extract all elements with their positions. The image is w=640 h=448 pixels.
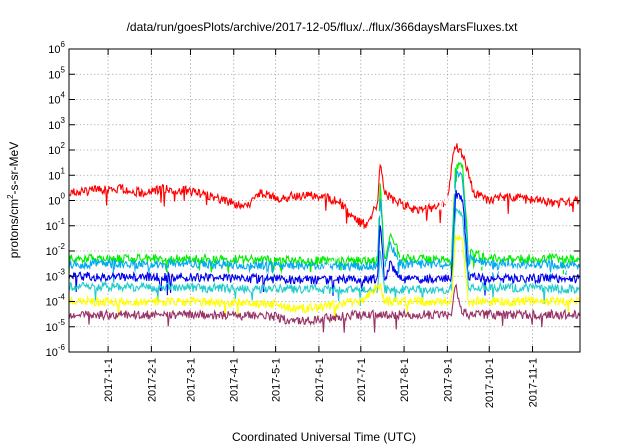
y-tick-label-base: 10 (48, 95, 60, 107)
y-tick-label-exponent: 4 (61, 91, 66, 100)
y-tick-label: 101 (48, 166, 65, 182)
y-tick-label-base: 10 (46, 347, 58, 359)
y-tick-label: 10-3 (46, 267, 66, 283)
y-tick-label: 102 (48, 141, 65, 157)
y-tick-label-base: 10 (46, 271, 58, 283)
y-tick-label: 105 (48, 65, 65, 81)
x-axis-label: Coordinated Universal Time (UTC) (232, 430, 416, 444)
y-tick-label-exponent: 6 (61, 40, 66, 49)
y-tick-label-exponent: -5 (58, 318, 66, 327)
series-line (68, 169, 580, 283)
x-tick-label: 2017-2-1 (146, 358, 158, 402)
series-line (68, 143, 580, 230)
y-tick-label-base: 10 (46, 221, 58, 233)
y-tick-label: 10-4 (46, 293, 66, 309)
y-tick-label-exponent: -4 (58, 293, 66, 302)
y-tick-label: 10-1 (46, 217, 66, 233)
y-tick-label-base: 10 (48, 120, 60, 132)
y-tick-label-base: 10 (48, 145, 60, 157)
chart-title: /data/run/goesPlots/archive/2017-12-05/f… (127, 20, 519, 34)
x-tick-label: 2017-3-1 (185, 358, 197, 402)
x-tick-label: 2017-4-1 (229, 358, 241, 402)
y-tick-label-exponent: -3 (58, 267, 66, 276)
series-line (68, 234, 580, 322)
y-tick-label-base: 10 (48, 196, 60, 208)
y-axis-label: protons/cm2-s-sr-MeV (6, 142, 21, 258)
y-tick-label-base: 10 (46, 297, 58, 309)
x-tick-label: 2017-11-1 (528, 358, 540, 407)
y-tick-label-exponent: 0 (61, 192, 66, 201)
series-line (68, 187, 580, 289)
x-tick-label: 2017-9-1 (442, 358, 454, 402)
series-line (68, 283, 580, 333)
y-tick-label-base: 10 (46, 322, 58, 334)
y-tick-label-exponent: 3 (61, 116, 66, 125)
series-line (68, 207, 580, 306)
y-tick-label-base: 10 (46, 246, 58, 258)
y-axis-label-suffix: -s-sr-MeV (7, 142, 21, 195)
y-tick-label: 106 (48, 40, 65, 56)
y-axis-label-prefix: protons/cm (7, 199, 21, 258)
x-axis: 2017-1-1 2017-2-1 2017-3-1 2017-4-1 2017-5-1… (103, 49, 540, 408)
y-tick-label: 10-2 (46, 242, 66, 258)
y-axis-label-superscript: 2 (6, 194, 15, 199)
series-line (68, 162, 580, 277)
y-tick-label: 104 (48, 91, 65, 107)
y-tick-label: 10-6 (46, 343, 66, 359)
y-tick-label-exponent: 5 (61, 65, 66, 74)
x-tick-label: 2017-1-1 (103, 358, 115, 402)
grid (69, 49, 580, 352)
y-tick-label: 10-5 (46, 318, 66, 334)
series-group (68, 143, 580, 333)
y-tick-label-exponent: 2 (61, 141, 66, 150)
y-tick-label-exponent: -2 (58, 242, 66, 251)
y-axis: 10-610-510-410-310-210-11001011021031041… (46, 40, 580, 359)
y-tick-label-exponent: -6 (58, 343, 66, 352)
y-tick-label: 103 (48, 116, 65, 132)
y-tick-label-base: 10 (48, 69, 60, 81)
y-tick-label-exponent: 1 (61, 166, 66, 175)
x-tick-label: 2017-7-1 (356, 358, 368, 402)
x-tick-label: 2017-5-1 (271, 358, 283, 402)
x-tick-label: 2017-8-1 (399, 358, 411, 402)
y-tick-label: 100 (48, 192, 65, 208)
x-tick-label: 2017-10-1 (484, 358, 496, 408)
y-tick-label-base: 10 (48, 170, 60, 182)
series-line (68, 190, 580, 296)
y-tick-label-exponent: -1 (58, 217, 66, 226)
x-tick-label: 2017-6-1 (314, 358, 326, 402)
y-tick-label-base: 10 (48, 44, 60, 56)
